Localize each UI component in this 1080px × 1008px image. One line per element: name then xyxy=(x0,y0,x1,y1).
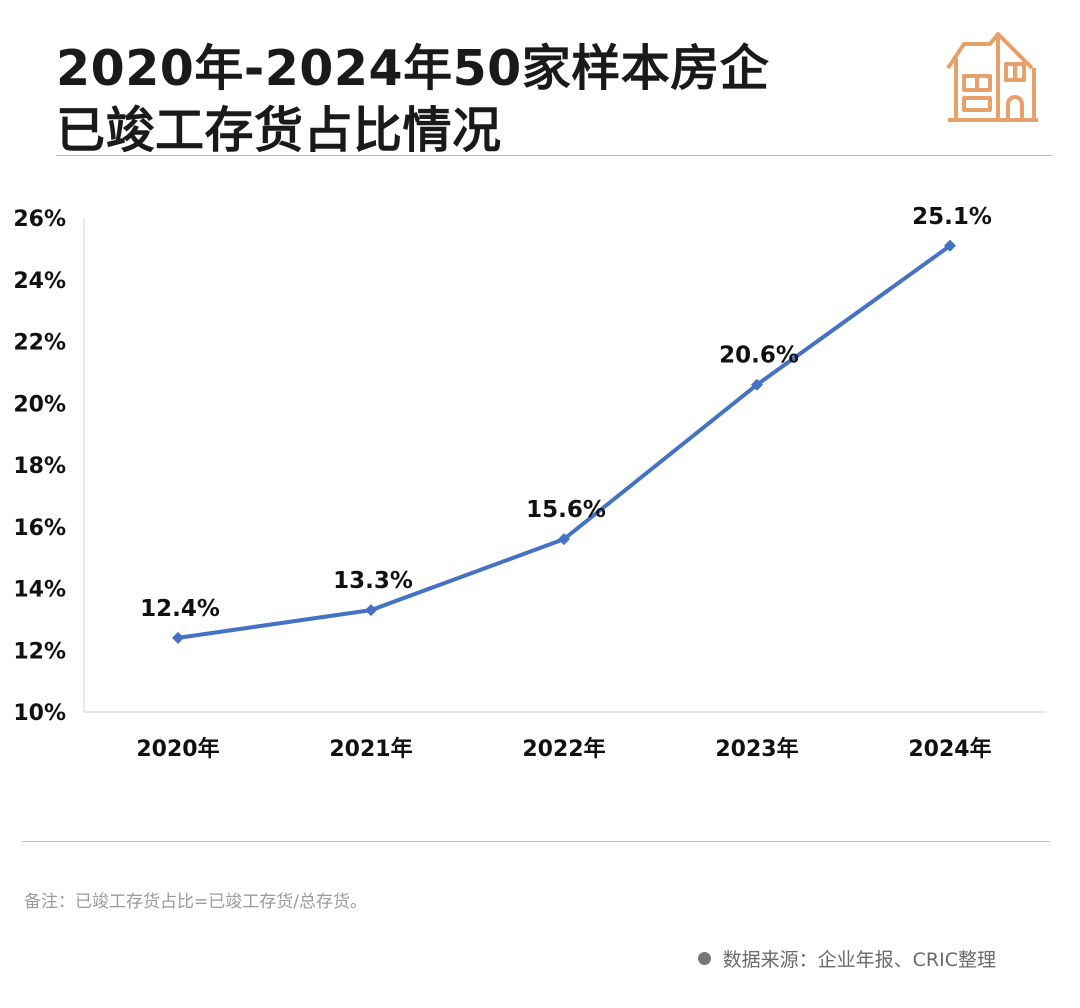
bullet-icon xyxy=(697,952,711,965)
data-label: 25.1% xyxy=(912,204,992,230)
y-tick-label: 18% xyxy=(13,454,66,479)
data-point xyxy=(172,631,184,644)
y-tick-label: 22% xyxy=(13,331,66,356)
data-point xyxy=(751,378,763,391)
x-tick-label: 2023年 xyxy=(715,736,798,762)
y-tick-label: 10% xyxy=(13,701,66,726)
data-label: 13.3% xyxy=(333,568,413,594)
source-text: 数据来源：企业年报、CRIC整理 xyxy=(722,949,996,971)
footer-divider xyxy=(22,841,1050,842)
y-tick-label: 20% xyxy=(13,392,66,417)
data-label: 15.6% xyxy=(526,497,606,523)
y-tick-label: 24% xyxy=(13,269,66,294)
x-tick-label: 2024年 xyxy=(908,736,991,762)
header-divider xyxy=(56,155,1052,156)
house-icon xyxy=(946,32,1038,122)
x-tick-label: 2020年 xyxy=(136,736,219,762)
x-tick-label: 2021年 xyxy=(329,736,412,762)
title-line-2: 已竣工存货占比情况 xyxy=(56,102,502,159)
data-point xyxy=(365,604,377,617)
data-label: 12.4% xyxy=(140,596,220,622)
y-tick-label: 14% xyxy=(13,578,66,603)
series-line xyxy=(176,243,952,640)
y-tick-label: 16% xyxy=(13,516,66,541)
data-label: 20.6% xyxy=(719,343,799,369)
line-chart: 10% 12% 14% 16% 18% 20% 22% 24% 26% 2020年 2021年 20… xyxy=(13,204,1046,762)
source-line: 数据来源：企业年报、CRIC整理 xyxy=(697,945,996,972)
y-tick-label: 26% xyxy=(13,207,66,232)
x-tick-label: 2022年 xyxy=(522,736,605,762)
page-title: 2020年-2024年50家样本房企 已竣工存货占比情况 xyxy=(56,38,769,162)
y-tick-label: 12% xyxy=(13,639,66,664)
data-point xyxy=(558,533,570,546)
title-line-1: 2020年-2024年50家样本房企 xyxy=(56,40,770,97)
data-point xyxy=(944,239,956,252)
footnote: 备注：已竣工存货占比=已竣工存货/总存货。 xyxy=(24,892,367,912)
